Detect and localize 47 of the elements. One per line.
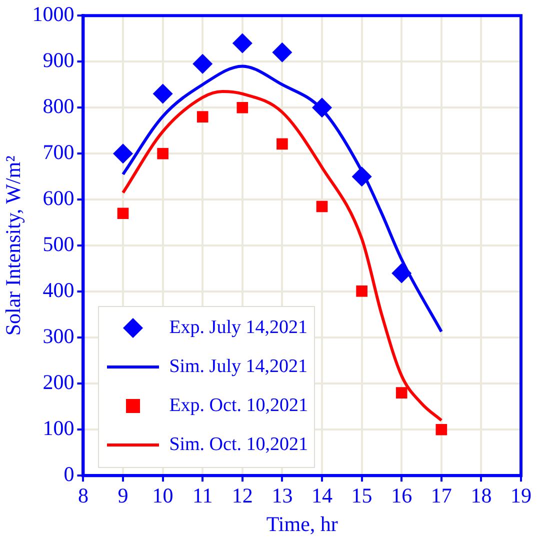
point xyxy=(392,263,412,284)
point xyxy=(396,387,408,398)
x-tick-label: 14 xyxy=(312,484,333,508)
y-tick-label: 400 xyxy=(42,278,74,302)
point xyxy=(196,111,208,122)
legend-label: Sim. July 14,2021 xyxy=(169,356,308,378)
legend-label: Exp. Oct. 10,2021 xyxy=(169,395,308,418)
x-tick-label: 11 xyxy=(192,484,213,508)
x-tick-label: 19 xyxy=(510,484,532,508)
y-tick-label: 800 xyxy=(42,94,74,118)
y-tick-label: 300 xyxy=(42,324,74,348)
point xyxy=(157,148,168,160)
point xyxy=(236,102,248,114)
point xyxy=(436,424,448,436)
point xyxy=(113,144,133,164)
x-tick-label: 9 xyxy=(118,484,128,508)
point xyxy=(352,166,372,187)
y-axis-title: Solar Intensity, W/m² xyxy=(1,156,26,336)
x-tick-label: 18 xyxy=(470,484,492,508)
point xyxy=(272,42,292,62)
point xyxy=(117,208,129,220)
line-series xyxy=(122,90,443,422)
y-tick-label: 900 xyxy=(42,48,74,72)
x-tick-label: 15 xyxy=(351,484,372,508)
y-tick-label: 200 xyxy=(42,370,74,394)
y-tick-label: 1000 xyxy=(32,2,74,26)
x-tick-label: 13 xyxy=(272,484,293,508)
point xyxy=(356,285,368,297)
x-tick-label: 17 xyxy=(430,484,452,508)
point xyxy=(312,98,332,118)
legend-label: Exp. July 14,2021 xyxy=(169,317,308,340)
y-tick-label: 600 xyxy=(42,186,74,210)
point xyxy=(316,200,328,212)
y-tick-label: 100 xyxy=(42,416,74,440)
point xyxy=(192,54,213,74)
x-tick-label: 16 xyxy=(391,484,412,508)
y-tick-label: 700 xyxy=(42,140,74,164)
point xyxy=(152,84,173,104)
point xyxy=(276,138,288,150)
x-axis-title: Time, hr xyxy=(266,512,338,536)
x-tick-label: 10 xyxy=(152,484,174,508)
x-tick-label: 8 xyxy=(78,484,88,508)
y-tick-label: 0 xyxy=(64,462,74,486)
x-tick-label: 12 xyxy=(232,484,253,508)
point xyxy=(232,33,252,54)
y-tick-label: 500 xyxy=(42,232,74,256)
legend-label: Sim. Oct. 10,2021 xyxy=(169,434,308,456)
